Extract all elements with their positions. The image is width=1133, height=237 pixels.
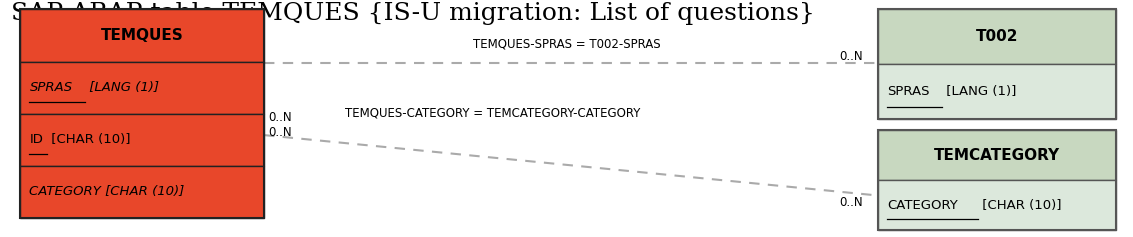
Text: TEMQUES: TEMQUES [101, 28, 184, 43]
Text: SAP ABAP table TEMQUES {IS-U migration: List of questions}: SAP ABAP table TEMQUES {IS-U migration: … [11, 2, 816, 25]
Bar [20, 62, 264, 114]
Bar [878, 130, 1116, 180]
Text: T002: T002 [976, 29, 1019, 44]
Text: CATEGORY: CATEGORY [887, 199, 957, 211]
Text: [CHAR (10)]: [CHAR (10)] [979, 199, 1062, 211]
Text: 0..N: 0..N [269, 111, 292, 124]
Bar [20, 114, 264, 166]
Bar [878, 9, 1116, 64]
Text: [LANG (1)]: [LANG (1)] [85, 81, 159, 94]
Text: SPRAS: SPRAS [887, 85, 930, 98]
Bar [20, 9, 264, 62]
Text: CATEGORY [CHAR (10)]: CATEGORY [CHAR (10)] [29, 186, 185, 198]
Bar [878, 64, 1116, 118]
Text: TEMQUES-SPRAS = T002-SPRAS: TEMQUES-SPRAS = T002-SPRAS [472, 37, 661, 50]
Text: [CHAR (10)]: [CHAR (10)] [48, 133, 130, 146]
Bar [20, 9, 264, 218]
Text: TEMCATEGORY: TEMCATEGORY [934, 148, 1060, 163]
Bar [878, 9, 1116, 119]
Bar [878, 180, 1116, 230]
Text: 0..N: 0..N [840, 196, 863, 209]
Text: 0..N: 0..N [269, 126, 292, 139]
Text: [LANG (1)]: [LANG (1)] [942, 85, 1016, 98]
Bar [878, 130, 1116, 230]
Bar [20, 166, 264, 218]
Text: SPRAS: SPRAS [29, 81, 73, 94]
Text: 0..N: 0..N [840, 50, 863, 63]
Text: TEMQUES-CATEGORY = TEMCATEGORY-CATEGORY: TEMQUES-CATEGORY = TEMCATEGORY-CATEGORY [346, 106, 640, 119]
Text: ID: ID [29, 133, 43, 146]
